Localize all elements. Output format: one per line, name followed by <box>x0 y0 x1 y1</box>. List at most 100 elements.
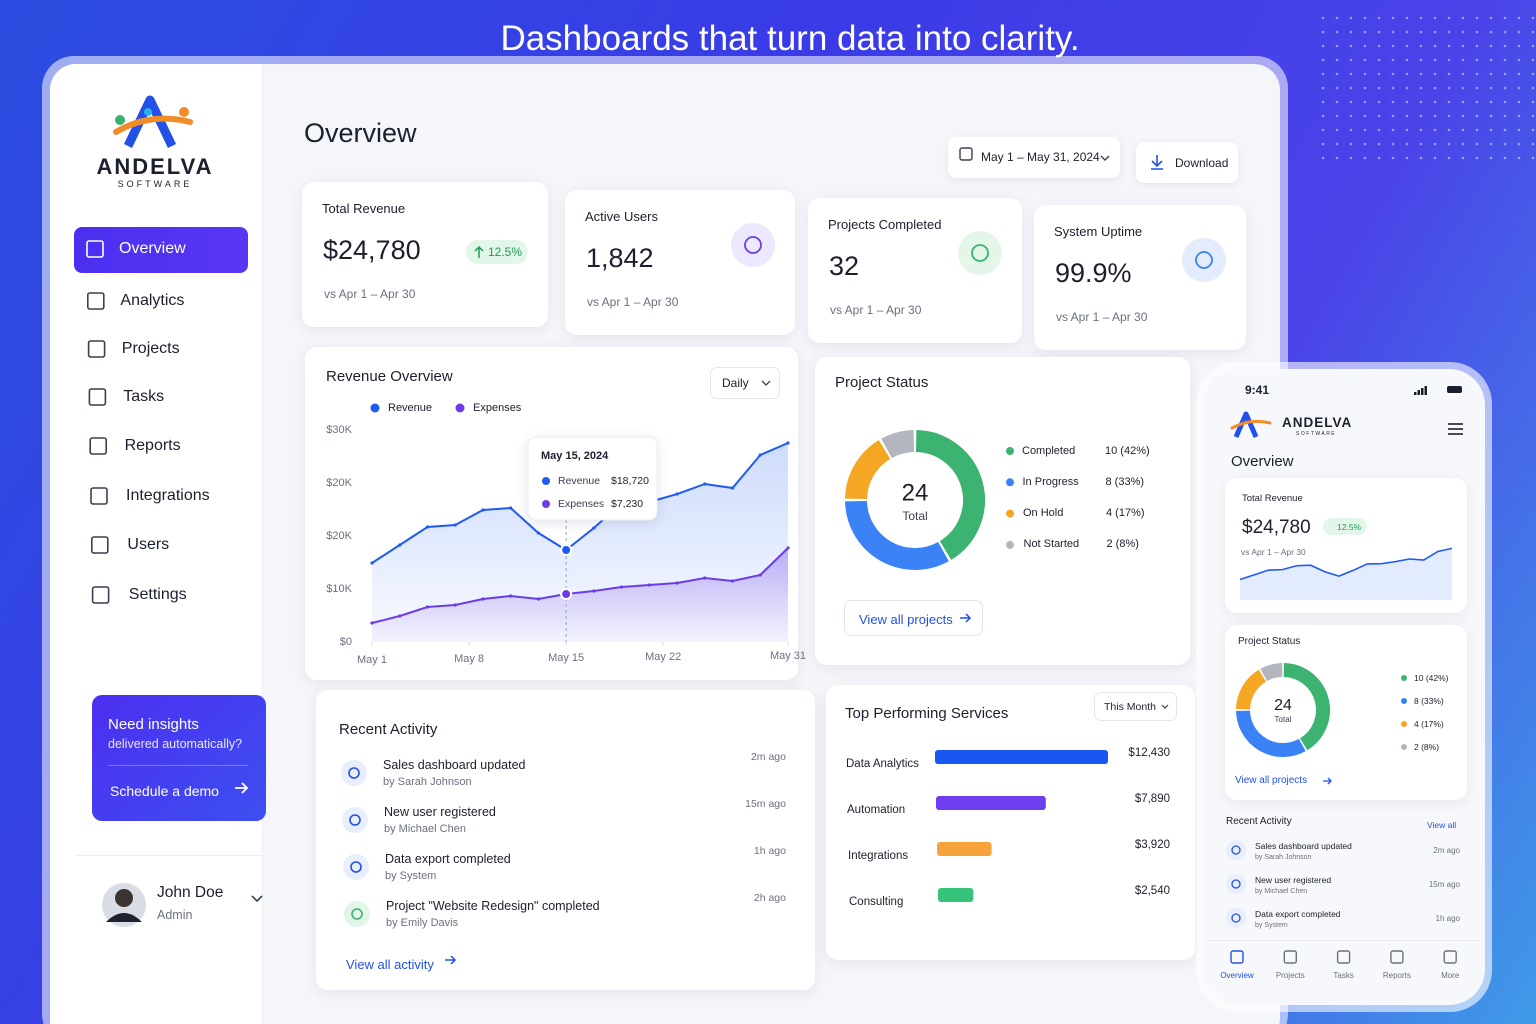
date-range-button[interactable] <box>948 137 1120 178</box>
activity-author: by Sarah Johnson <box>1255 853 1312 861</box>
activity-title: Data export completed <box>1255 908 1341 919</box>
kpi-compare: vs Apr 1 – Apr 30 <box>324 287 416 301</box>
kpi-compare: vs Apr 1 – Apr 30 <box>1241 546 1306 557</box>
nav-item[interactable]: Users <box>127 536 170 553</box>
activity-time: 1h ago <box>1435 914 1460 923</box>
brand-tagline: SOFTWARE <box>117 178 193 189</box>
card-title: Recent Activity <box>1226 816 1292 827</box>
legend-value: 4 (17%) <box>1414 718 1444 729</box>
download-label: Download <box>1175 156 1229 170</box>
link[interactable]: View all activity <box>346 956 434 972</box>
bar-label: Data Analytics <box>846 758 919 771</box>
x-tick-label: May 22 <box>645 650 682 663</box>
nav-item[interactable]: Projects <box>121 340 180 357</box>
brand-tagline: SOFTWARE <box>1296 430 1337 437</box>
legend-label: On Hold <box>1023 507 1064 520</box>
project-status-card <box>1225 625 1467 800</box>
bar-value: $12,430 <box>1128 747 1170 760</box>
brand-name: ANDELVA <box>1282 415 1353 431</box>
promo-title: Need insights <box>108 715 199 733</box>
y-tick-label: $0 <box>339 635 352 648</box>
activity-time: 1h ago <box>753 844 786 857</box>
bar-label: Consulting <box>849 896 904 909</box>
recent-activity-card <box>316 690 815 990</box>
bar-value: $2,540 <box>1134 885 1170 898</box>
kpi-compare: vs Apr 1 – Apr 30 <box>1056 310 1148 324</box>
nav-item[interactable]: Reports <box>124 437 181 454</box>
activity-title: New user registered <box>384 804 496 819</box>
x-tick-label: May 31 <box>769 649 807 662</box>
activity-time: 15m ago <box>745 797 786 810</box>
legend-label: Not Started <box>1023 538 1080 551</box>
kpi-label: Total Revenue <box>1242 493 1303 505</box>
top-services-card <box>826 685 1195 960</box>
legend-label: Expenses <box>473 401 522 414</box>
tab-bar-divider <box>1208 940 1480 941</box>
activity-time: 2m ago <box>1433 846 1460 855</box>
bar-label: Automation <box>847 804 906 817</box>
activity-author: by System <box>1255 921 1288 929</box>
kpi-value: 32 <box>829 250 860 281</box>
activity-time: 2h ago <box>753 891 786 904</box>
kpi-value: $24,780 <box>323 234 421 265</box>
kpi-label: Projects Completed <box>828 216 942 232</box>
page-title: Overview <box>1231 452 1294 470</box>
legend-label: In Progress <box>1022 475 1079 488</box>
change-pill <box>1323 518 1367 535</box>
activity-title: Sales dashboard updated <box>1255 840 1352 851</box>
activity-author: by Michael Chen <box>384 822 466 835</box>
card-title: Recent Activity <box>339 720 438 738</box>
nav-item[interactable]: Integrations <box>126 487 210 504</box>
x-tick-label: May 8 <box>454 652 485 665</box>
link[interactable]: View all <box>1427 819 1457 830</box>
tab-label[interactable]: More <box>1441 971 1460 980</box>
tab-label[interactable]: Projects <box>1275 971 1305 980</box>
tab-label[interactable]: Tasks <box>1333 971 1354 980</box>
activity-author: by Sarah Johnson <box>383 775 472 788</box>
bar-value: $3,920 <box>1134 839 1170 852</box>
link[interactable]: View all projects <box>859 611 953 627</box>
legend-label: Completed <box>1022 444 1076 457</box>
activity-title: New user registered <box>1255 874 1332 885</box>
y-tick-label: $20K <box>326 529 352 542</box>
legend-value: 2 (8%) <box>1414 741 1440 752</box>
user-role: Admin <box>157 907 193 922</box>
brand-name: ANDELVA <box>96 154 214 179</box>
dot-pattern <box>1320 15 1536 165</box>
promo-card <box>92 695 266 821</box>
activity-title: Sales dashboard updated <box>383 757 526 772</box>
activity-author: by System <box>385 869 437 882</box>
chart-title: Project Status <box>1238 636 1301 647</box>
view-projects-button[interactable] <box>844 600 983 636</box>
bar-value: $7,890 <box>1134 793 1170 806</box>
kpi-label: Total Revenue <box>322 200 406 216</box>
activity-title: Project "Website Redesign" completed <box>386 898 600 913</box>
bar-label: Integrations <box>848 850 909 863</box>
legend-label: Revenue <box>388 401 433 414</box>
link[interactable]: View all projects <box>1235 775 1308 786</box>
y-tick-label: $20K <box>326 476 352 489</box>
chart-title: Project Status <box>835 373 929 391</box>
kpi-change: 12.5% <box>488 245 523 259</box>
legend-value: 4 (17%) <box>1106 507 1145 520</box>
legend-value: 10 (42%) <box>1105 444 1150 457</box>
kpi-value: $24,780 <box>1242 516 1311 538</box>
promo-cta[interactable]: Schedule a demo <box>110 783 219 799</box>
nav-item[interactable]: Analytics <box>120 292 185 309</box>
y-tick-label: $10K <box>326 582 352 595</box>
kpi-value: 99.9% <box>1055 257 1132 288</box>
legend-value: 8 (33%) <box>1414 695 1444 706</box>
headline: Dashboards that turn data into clarity. <box>500 19 1080 58</box>
activity-title: Data export completed <box>385 851 511 866</box>
nav-item[interactable]: Settings <box>128 586 187 603</box>
tab-label[interactable]: Overview <box>1220 971 1254 980</box>
nav-item[interactable]: Tasks <box>123 388 165 405</box>
legend-value: 8 (33%) <box>1105 475 1145 488</box>
x-tick-label: May 1 <box>357 653 387 666</box>
promo-divider <box>108 765 248 766</box>
nav-item[interactable]: Overview <box>119 240 186 257</box>
tab-label[interactable]: Reports <box>1382 971 1411 980</box>
x-tick-label: May 15 <box>548 651 585 664</box>
legend-value: 10 (42%) <box>1414 672 1449 683</box>
